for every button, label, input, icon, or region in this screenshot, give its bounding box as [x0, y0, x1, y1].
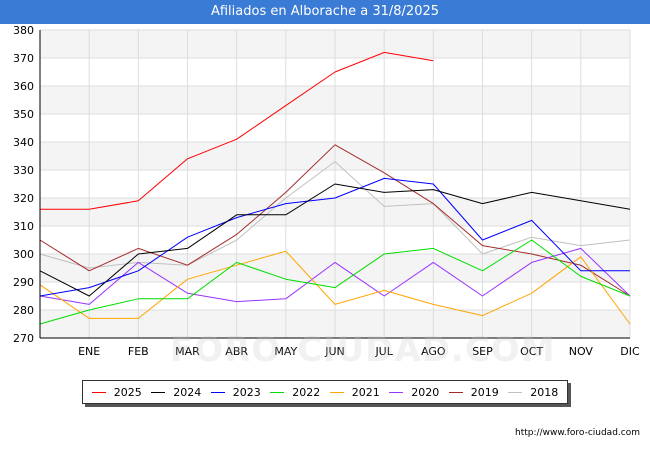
y-tick-label: 370 [13, 52, 34, 65]
watermark-text: FORO-CIUDAD.COM [170, 330, 556, 370]
y-tick-label: 350 [13, 108, 34, 121]
legend-swatch [448, 391, 463, 393]
legend-item-2023: 2023 [210, 385, 261, 399]
legend-swatch [270, 391, 285, 393]
legend-swatch [210, 391, 225, 393]
series-line-2019 [39, 144, 631, 297]
series-line-2023 [39, 177, 630, 297]
x-tick-label: ENE [78, 345, 100, 358]
x-tick-label: MAY [274, 345, 297, 358]
legend-label: 2021 [351, 385, 380, 399]
y-tick-label: 340 [13, 136, 34, 149]
y-tick-label: 290 [13, 276, 34, 289]
series-line-2024 [39, 183, 631, 297]
legend-label: 2020 [411, 385, 440, 399]
legend-item-2019: 2019 [448, 385, 499, 399]
series-line-2022 [39, 239, 631, 325]
legend-item-2022: 2022 [270, 386, 320, 399]
y-tick-label: 300 [13, 248, 34, 261]
y-tick-label: 330 [13, 164, 34, 177]
legend-swatch [91, 391, 106, 393]
x-tick-label: JUL [374, 345, 393, 358]
legend-label: 2019 [470, 385, 499, 399]
series-line-2025 [40, 51, 434, 210]
series-line-2021 [39, 250, 631, 325]
legend-label: 2025 [113, 385, 142, 399]
y-tick-label: 360 [13, 80, 34, 93]
footer-url: http://www.foro-ciudad.com [515, 428, 640, 438]
legend-item-2018: 2018 [508, 386, 558, 399]
legend-item-2021: 2021 [329, 385, 380, 399]
legend-label: 2023 [232, 385, 261, 399]
x-tick-label: JUN [324, 345, 345, 358]
legend: 2025 2024 2023 2022 2021 2020 2019 2018 [82, 380, 568, 404]
x-tick-label: NOV [569, 345, 594, 358]
y-tick-label: 310 [13, 220, 34, 233]
legend-label: 2018 [530, 385, 559, 399]
x-tick-label: SEP [472, 345, 493, 358]
x-tick-label: DIC [620, 345, 640, 358]
y-tick-label: 280 [13, 304, 34, 317]
legend-swatch [151, 391, 166, 393]
legend-swatch [508, 391, 523, 393]
legend-item-2020: 2020 [389, 386, 439, 399]
chart-title: Afiliados en Alborache a 31/8/2025 [0, 0, 650, 24]
y-tick-label: 270 [13, 332, 34, 345]
y-tick-label: 320 [13, 192, 34, 205]
legend-swatch [389, 391, 404, 393]
legend-label: 2024 [173, 385, 202, 399]
x-tick-label: OCT [520, 345, 543, 358]
x-tick-label: AGO [421, 345, 446, 358]
legend-item-2025: 2025 [91, 385, 142, 399]
y-tick-label: 380 [13, 24, 34, 37]
series-line-2020 [39, 247, 631, 305]
legend-label: 2022 [292, 385, 321, 399]
x-tick-label: ABR [225, 345, 248, 358]
legend-item-2024: 2024 [151, 386, 201, 399]
legend-swatch [329, 391, 344, 393]
x-tick-label: FEB [128, 345, 149, 358]
x-tick-label: MAR [175, 345, 200, 358]
